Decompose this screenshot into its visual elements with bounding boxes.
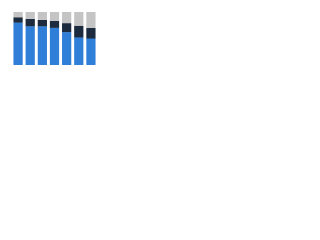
bar-segment: [86, 38, 96, 65]
bar-segment: [49, 27, 60, 65]
bar-segment: [13, 12, 23, 18]
bar-segment: [74, 25, 84, 38]
bar-segment: [74, 37, 84, 65]
bar-segment: [25, 26, 35, 66]
bar-segment: [37, 26, 47, 66]
bar-segment: [49, 12, 60, 22]
bar-segment: [62, 32, 72, 65]
bar-segment: [62, 23, 72, 33]
bar-segment: [25, 18, 35, 27]
page: (() => { const data = JSON.parse(documen…: [0, 0, 100, 71]
bar-segment: [74, 12, 84, 26]
bar-segment: [37, 12, 47, 20]
bar-segment: [37, 19, 47, 27]
bar-segment: [13, 22, 23, 66]
bar-segment: [13, 17, 23, 23]
bar-segment: [62, 12, 72, 24]
chart: [13, 12, 96, 66]
bar-segment: [49, 21, 60, 28]
bar-segment: [86, 12, 96, 28]
bar-segment: [86, 27, 96, 39]
bar-segment: [25, 12, 35, 19]
